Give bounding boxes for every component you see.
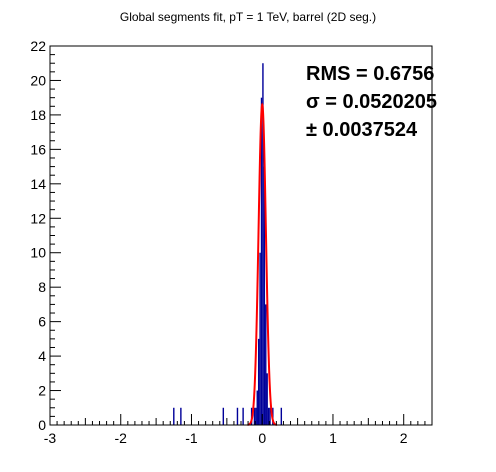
histogram-bar [180, 407, 182, 425]
histogram-bars [173, 63, 283, 426]
gaussian-fit-curve [247, 102, 278, 426]
histogram-bar [253, 407, 256, 425]
histogram-bar [256, 390, 258, 425]
x-tick-label: -2 [115, 430, 128, 446]
y-tick-label: 10 [30, 245, 46, 261]
x-tick-label: 0 [258, 430, 266, 446]
histogram-bar [267, 407, 270, 425]
y-tick-label: 2 [38, 383, 46, 399]
histogram-bar [259, 252, 261, 425]
histogram-bar [262, 63, 264, 426]
x-axis: -3 -2 -1 0 1 2 [44, 414, 433, 446]
y-tick-label: 14 [30, 176, 46, 192]
y-tick-label: 18 [30, 107, 46, 123]
histogram-bar [280, 407, 283, 425]
y-tick-label: 12 [30, 210, 46, 226]
y-axis: 0 2 4 6 8 10 12 14 16 18 20 22 [30, 38, 61, 433]
histogram-bar [269, 407, 271, 425]
histogram-bar [263, 166, 266, 425]
rms-label: RMS = 0.6756 [306, 63, 434, 85]
x-tick-label: -1 [185, 430, 198, 446]
x-tick-label: 1 [329, 430, 337, 446]
chart-title: Global segments fit, pT = 1 TeV, barrel … [120, 10, 376, 24]
stats-box: RMS = 0.6756 σ = 0.0520205 ± 0.0037524 [306, 63, 437, 141]
x-tick-label: 2 [400, 430, 408, 446]
histogram-bar [222, 407, 225, 425]
sigma-error-label: ± 0.0037524 [306, 119, 418, 141]
histogram-bar [260, 97, 263, 425]
histogram-bar [242, 407, 244, 425]
y-tick-label: 4 [38, 348, 46, 364]
histogram-bar [265, 304, 267, 425]
histogram-bar [266, 373, 268, 425]
y-tick-label: 22 [30, 38, 46, 54]
histogram-bar [236, 407, 239, 425]
y-tick-label: 8 [38, 279, 46, 295]
y-tick-label: 20 [30, 72, 46, 88]
histogram-bar [257, 338, 260, 425]
histogram-bar [173, 407, 175, 425]
histogram-bar [255, 407, 257, 425]
y-tick-label: 6 [38, 314, 46, 330]
x-tick-label: -3 [44, 430, 57, 446]
y-tick-label: 0 [38, 417, 46, 433]
y-tick-label: 16 [30, 141, 46, 157]
sigma-label: σ = 0.0520205 [306, 91, 437, 113]
